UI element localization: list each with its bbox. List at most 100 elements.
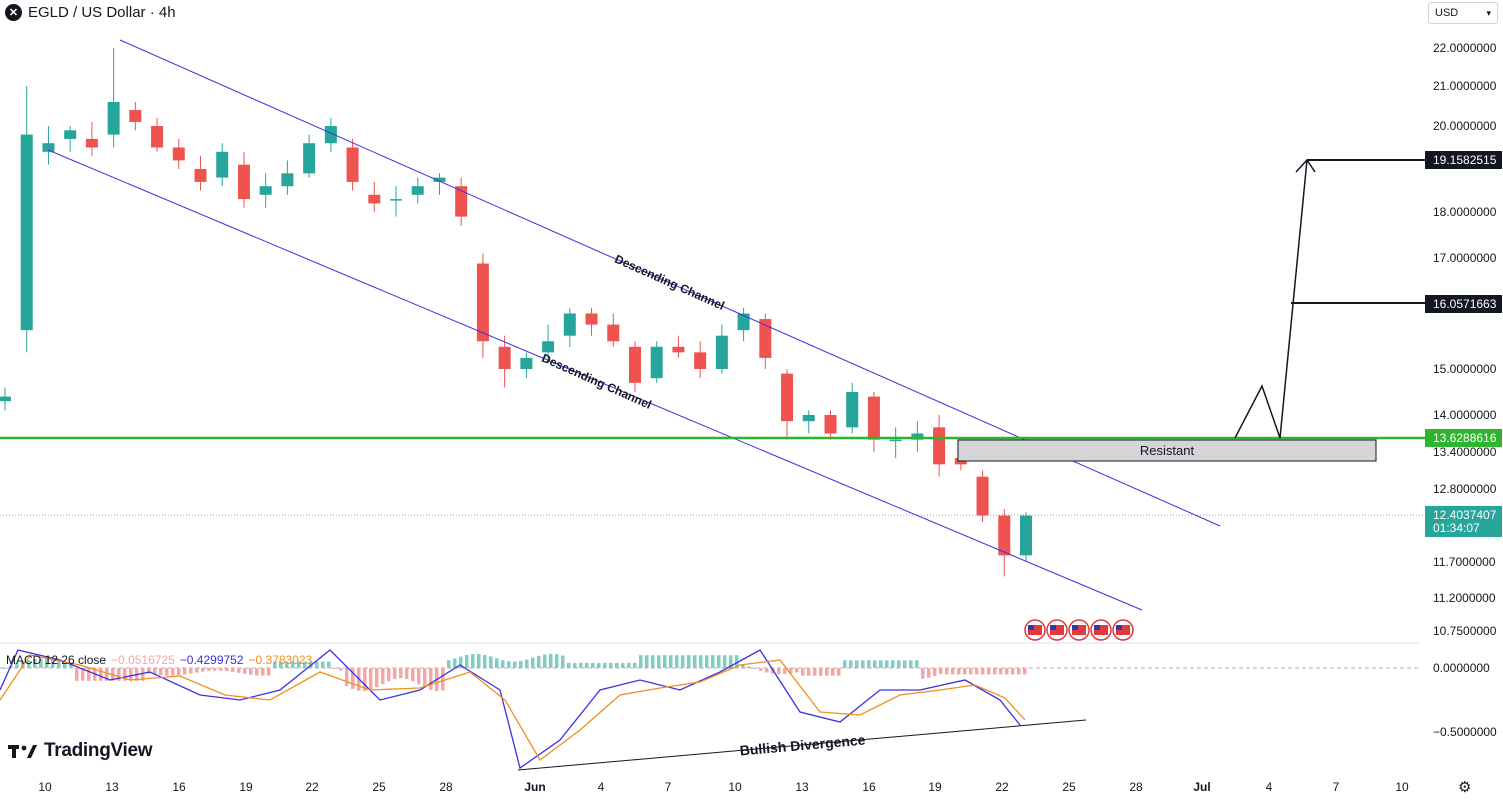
- y-tick-label: 21.0000000: [1433, 79, 1497, 93]
- macd-hist-bar: [525, 659, 529, 668]
- target-high-tag-bg: [1425, 151, 1502, 169]
- macd-hist-bar: [885, 660, 889, 668]
- macd-hist-bar: [405, 668, 409, 680]
- macd-hist-bar: [147, 668, 151, 674]
- support-tag: 13.6288616: [1433, 431, 1497, 445]
- x-tick-label: Jul: [1193, 780, 1210, 794]
- macd-hist-bar: [477, 654, 481, 668]
- macd-hist-bar: [189, 668, 193, 674]
- candle-body: [129, 110, 142, 122]
- macd-hist-bar: [381, 668, 385, 685]
- macd-hist-bar: [627, 662, 631, 668]
- macd-hist-bar: [183, 668, 187, 675]
- macd-hist-bar: [603, 662, 607, 668]
- candle-body: [715, 335, 728, 369]
- x-tick-label: 16: [862, 780, 876, 794]
- candle-body: [20, 134, 33, 331]
- macd-hist-bar: [819, 668, 823, 676]
- symbol-header[interactable]: ✕ EGLD / US Dollar · 4h: [5, 2, 176, 22]
- us-flag-icon-canton: [1072, 625, 1078, 630]
- candle-body: [1020, 515, 1032, 556]
- macd-hist-bar: [489, 656, 493, 668]
- candle-body: [781, 373, 794, 422]
- macd-hist-bar: [705, 655, 709, 668]
- y-tick-label: 12.8000000: [1433, 482, 1497, 496]
- macd-title: MACD 12 26 close: [6, 653, 107, 667]
- x-tick-label: 4: [1266, 780, 1273, 794]
- y-tick-label: 14.0000000: [1433, 408, 1497, 422]
- macd-hist-bar: [693, 655, 697, 668]
- candle-body: [411, 186, 424, 195]
- macd-hist-bar: [225, 668, 229, 672]
- macd-hist-bar: [285, 661, 289, 668]
- macd-hist-bar: [57, 661, 61, 668]
- x-tick-label: 16: [172, 780, 186, 794]
- us-flag-icon-canton: [1050, 625, 1056, 630]
- macd-hist-bar: [363, 668, 367, 691]
- currency-label: USD: [1435, 7, 1459, 19]
- candle-body: [172, 147, 185, 161]
- macd-hist-bar: [33, 659, 37, 668]
- macd-hist-bar: [903, 660, 907, 668]
- macd-hist-bar: [273, 661, 277, 668]
- resistance-zone: [957, 439, 1377, 462]
- x-tick-label: 7: [665, 780, 672, 794]
- macd-hist-bar: [399, 668, 403, 679]
- macd-hist-bar: [27, 660, 31, 668]
- macd-hist-bar: [207, 668, 211, 671]
- macd-hist-bar: [51, 659, 55, 668]
- candle-body: [694, 352, 707, 369]
- y-tick-label: 17.0000000: [1433, 251, 1497, 265]
- macd-hist-bar: [675, 655, 679, 668]
- macd-axis-label: 0.0000000: [1433, 661, 1490, 675]
- macd-hist-bar: [699, 655, 703, 668]
- macd-hist-bar: [81, 668, 85, 681]
- candle-body: [151, 126, 164, 148]
- macd-hist-bar: [303, 661, 307, 668]
- macd-hist-bar: [429, 668, 433, 690]
- tradingview-branding[interactable]: TradingView: [8, 740, 153, 762]
- y-tick-label: 15.0000000: [1433, 362, 1497, 376]
- gear-icon[interactable]: ⚙: [1458, 779, 1472, 796]
- candle-body: [390, 199, 403, 201]
- candle-body: [324, 126, 337, 144]
- macd-hist-bar: [657, 655, 661, 668]
- macd-hist-bar: [87, 668, 91, 681]
- macd-hist-bar: [339, 668, 343, 671]
- support-tag-bg: [1425, 429, 1502, 447]
- macd-hist-bar: [15, 663, 19, 668]
- macd-signal-line: [0, 654, 1026, 761]
- macd-hist-bar: [1011, 668, 1015, 675]
- macd-hist-bar: [123, 668, 127, 681]
- macd-hist-bar: [507, 661, 511, 668]
- macd-hist-bar: [99, 668, 103, 681]
- macd-hist-bar: [519, 660, 523, 668]
- macd-hist-bar: [237, 668, 241, 673]
- macd-hist-bar: [351, 668, 355, 689]
- macd-hist-bar: [783, 668, 787, 675]
- macd-hist-bar: [213, 668, 217, 671]
- last-price-tag: 12.4037407: [1433, 508, 1497, 522]
- candle-body: [216, 151, 229, 178]
- macd-hist-bar: [855, 660, 859, 668]
- candle-body: [281, 173, 294, 187]
- macd-hist-bar: [1023, 668, 1027, 675]
- x-tick-label: 28: [1129, 780, 1143, 794]
- x-tick-label: 19: [239, 780, 253, 794]
- x-tick-label: 7: [1333, 780, 1340, 794]
- us-flag-icon-canton: [1116, 625, 1122, 630]
- macd-hist-bar: [843, 660, 847, 668]
- macd-hist-bar: [375, 668, 379, 688]
- candle-body: [542, 341, 555, 353]
- candle-body: [520, 357, 533, 369]
- egld-logo-icon: ✕: [5, 3, 22, 21]
- x-tick-label: 25: [372, 780, 386, 794]
- currency-selector[interactable]: USD ▾: [1428, 2, 1498, 24]
- macd-hist-bar: [933, 668, 937, 677]
- macd-legend[interactable]: MACD 12 26 close −0.0516725 −0.4299752 −…: [6, 653, 312, 667]
- macd-hist-bar: [591, 662, 595, 668]
- macd-hist-bar: [387, 668, 391, 682]
- macd-hist-bar: [681, 655, 685, 668]
